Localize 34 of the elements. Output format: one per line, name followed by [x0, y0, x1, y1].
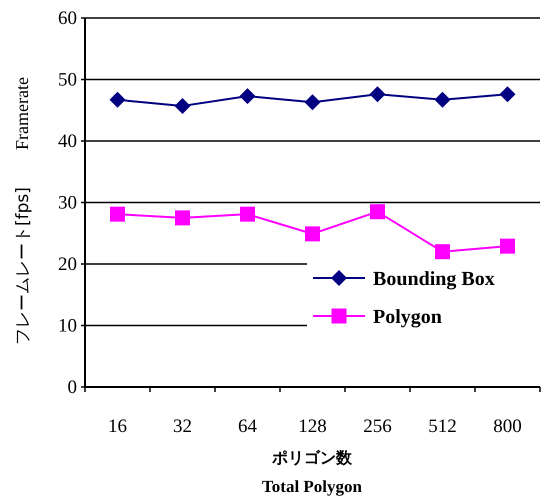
y-tick-label: 20: [58, 254, 77, 275]
text: Total Polygon: [262, 477, 363, 496]
point: [434, 92, 450, 108]
point: [240, 88, 256, 104]
point: [240, 206, 255, 222]
point: [370, 204, 385, 220]
x-tick-label: 512: [428, 416, 457, 437]
point: [175, 210, 190, 226]
point: [500, 86, 516, 102]
point: [435, 244, 450, 260]
x-axis-title: ポリゴン数: [271, 448, 353, 467]
y-tick-label: 30: [58, 192, 77, 214]
y-tick-label: 40: [58, 131, 77, 152]
x-tick-label: 64: [238, 416, 258, 437]
legend-label: Bounding Box: [373, 268, 495, 290]
y-tick-label: 60: [58, 8, 77, 29]
point: [110, 206, 125, 222]
x-tick-label: 128: [298, 416, 327, 437]
point: [370, 86, 386, 102]
y-axis-title: フレームレート[fps]: [13, 187, 33, 345]
y-tick-label: 50: [58, 70, 77, 90]
point: [500, 238, 515, 254]
y-tick-label: 10: [58, 316, 77, 336]
point: [110, 92, 126, 108]
x-tick-label: 32: [173, 416, 192, 437]
x-tick-label: 256: [363, 416, 392, 437]
legend-label: Polygon: [373, 306, 442, 328]
point: [304, 94, 320, 110]
point: [174, 98, 190, 114]
text: Framerate: [12, 77, 32, 150]
y-tick-label: 0: [68, 377, 77, 398]
point: [305, 226, 320, 242]
x-tick-label: 16: [108, 416, 127, 437]
x-tick-label: 800: [493, 416, 522, 437]
